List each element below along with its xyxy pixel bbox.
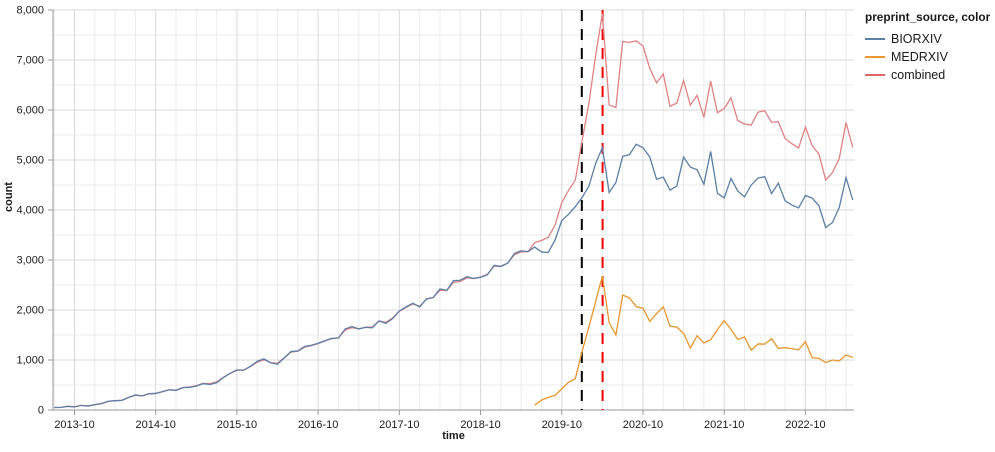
svg-text:5,000: 5,000 — [16, 155, 44, 167]
svg-text:6,000: 6,000 — [16, 105, 44, 117]
svg-text:4,000: 4,000 — [16, 205, 44, 217]
svg-text:0: 0 — [38, 405, 44, 417]
svg-text:7,000: 7,000 — [16, 55, 44, 67]
svg-text:1,000: 1,000 — [16, 355, 44, 367]
svg-text:8,000: 8,000 — [16, 5, 44, 17]
svg-text:2,000: 2,000 — [16, 305, 44, 317]
svg-text:3,000: 3,000 — [16, 255, 44, 267]
